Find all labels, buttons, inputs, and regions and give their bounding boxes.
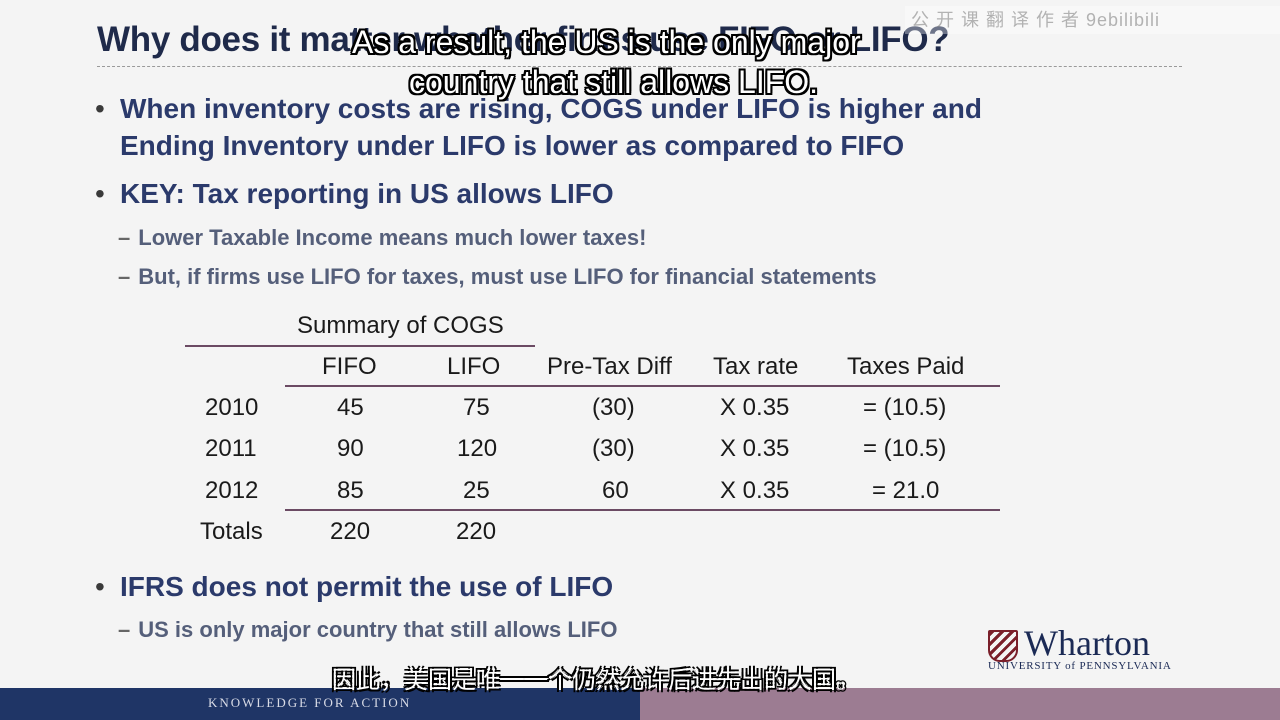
row-lifo: 75 — [463, 394, 490, 421]
watermark: 公 开 课 翻 译 作 者 9ebilibili — [905, 6, 1280, 34]
col-header-fifo: FIFO — [322, 353, 377, 380]
subbullet-text: US is only major country that still allo… — [138, 617, 618, 642]
bullet-dot-icon: • — [95, 178, 105, 209]
logo-subtitle: UNIVERSITY of PENNSYLVANIA — [988, 660, 1172, 672]
table-totals-rule — [285, 509, 1000, 511]
row-lifo: 25 — [463, 477, 490, 504]
totals-fifo: 220 — [330, 518, 371, 545]
bullet-text-line2: Ending Inventory under LIFO is lower as … — [120, 130, 905, 161]
row-rate: X 0.35 — [720, 435, 790, 462]
table-group-header: Summary of COGS — [297, 312, 504, 339]
bullet-text-line1: When inventory costs are rising, COGS un… — [120, 93, 982, 124]
col-header-taxes-paid: Taxes Paid — [847, 353, 965, 380]
cogs-summary-table: Summary of COGS FIFO LIFO Pre-Tax Diff T… — [180, 305, 1010, 550]
row-year: 2010 — [205, 394, 259, 421]
subbullet-text: Lower Taxable Income means much lower ta… — [138, 225, 647, 250]
row-year: 2012 — [205, 477, 259, 504]
row-diff: 60 — [602, 477, 629, 504]
row-taxes: = (10.5) — [863, 435, 947, 462]
col-header-pretax-diff: Pre-Tax Diff — [547, 353, 672, 380]
col-header-lifo: LIFO — [447, 353, 501, 380]
shield-icon — [988, 630, 1018, 662]
subbullet-conformity: – But, if firms use LIFO for taxes, must … — [118, 264, 877, 290]
table-group-rule — [185, 345, 535, 347]
subtitle-chinese: 因此，美国是唯一一个仍然允许后进先出的大国。 — [332, 667, 860, 694]
dash-icon: – — [118, 617, 131, 642]
subbullet-lower-taxes: – Lower Taxable Income means much lower t… — [118, 225, 646, 251]
totals-lifo: 220 — [456, 518, 497, 545]
row-fifo: 90 — [337, 435, 364, 462]
bullet-dot-icon: • — [95, 93, 105, 124]
bullet-text: IFRS does not permit the use of LIFO — [120, 571, 614, 602]
row-lifo: 120 — [457, 435, 498, 462]
subbullet-us-only: – US is only major country that still all… — [118, 617, 617, 643]
dash-icon: – — [118, 225, 131, 250]
wharton-logo: Wharton UNIVERSITY of PENNSYLVANIA — [988, 623, 1188, 672]
footer-accent-bar — [640, 688, 1280, 720]
footer-bar: KNOWLEDGE FOR ACTION — [0, 688, 640, 720]
table-header-rule — [285, 385, 1000, 387]
row-taxes: = (10.5) — [863, 394, 947, 421]
bullet-dot-icon: • — [95, 571, 105, 602]
footer-tagline: KNOWLEDGE FOR ACTION — [208, 695, 412, 710]
subtitle-english-line1: As a result, the US is the only major — [352, 24, 861, 60]
dash-icon: – — [118, 264, 131, 289]
col-header-tax-rate: Tax rate — [713, 353, 799, 380]
title-divider — [97, 66, 1182, 67]
bullet-text: KEY: Tax reporting in US allows LIFO — [120, 178, 614, 209]
row-year: 2011 — [205, 435, 257, 462]
row-fifo: 85 — [337, 477, 364, 504]
logo-wordmark: Wharton — [1024, 623, 1150, 663]
subtitle-english-line2: country that still allows LIFO. — [409, 64, 819, 100]
totals-label: Totals — [200, 518, 263, 545]
row-rate: X 0.35 — [720, 394, 790, 421]
slide-title: Why does it matter whether firms use FIF… — [97, 20, 950, 59]
subbullet-text: But, if firms use LIFO for taxes, must u… — [138, 264, 877, 289]
row-rate: X 0.35 — [720, 477, 790, 504]
row-diff: (30) — [592, 435, 635, 462]
row-diff: (30) — [592, 394, 635, 421]
row-fifo: 45 — [337, 394, 364, 421]
row-taxes: = 21.0 — [872, 477, 940, 504]
